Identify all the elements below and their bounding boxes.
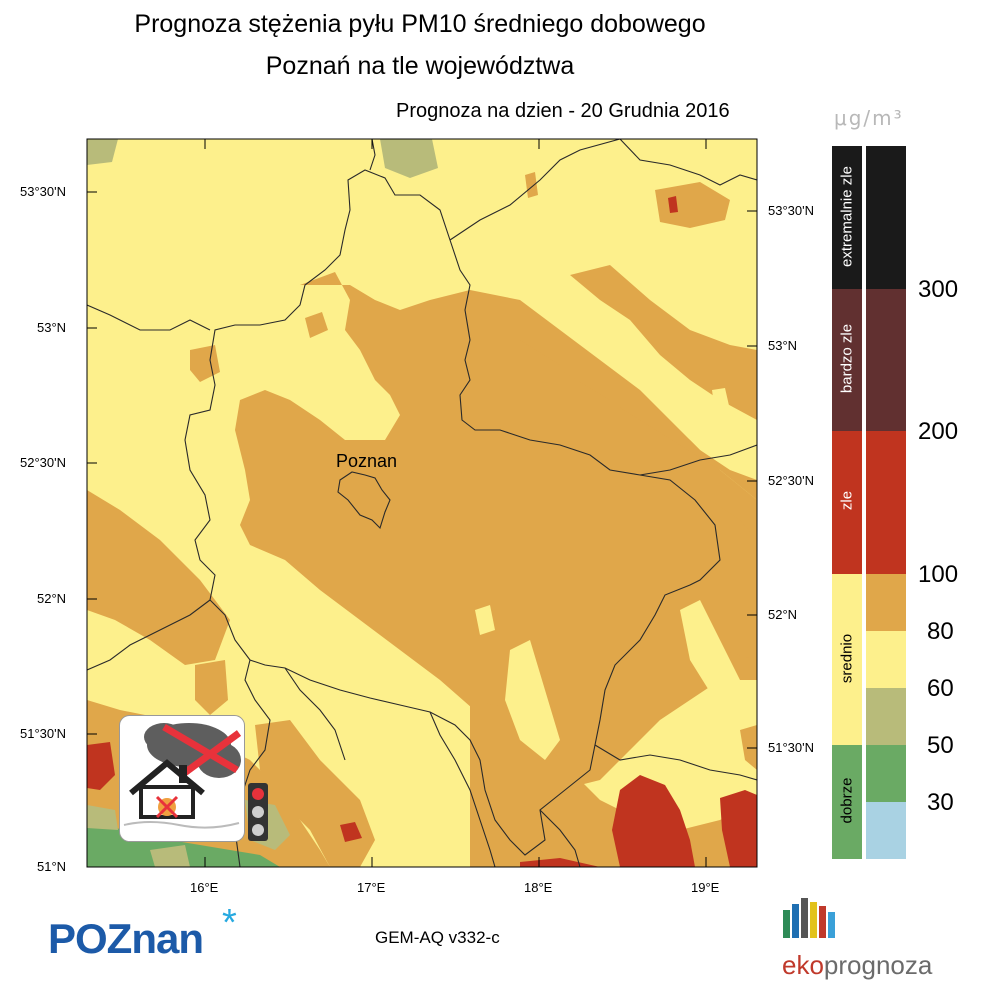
- scale-value: 80: [927, 618, 954, 645]
- logo-prognoza-text: prognoza: [823, 950, 933, 980]
- category-label: srednio: [838, 633, 856, 684]
- logo-eko-text: eko: [782, 950, 824, 980]
- lon-label: 18°E: [524, 880, 553, 895]
- scale-value: 50: [927, 732, 954, 759]
- concentration-field: [87, 139, 757, 867]
- city-label: Poznan: [336, 451, 398, 471]
- lat-label-left: 53°30'N: [20, 184, 66, 199]
- category-label: zle: [838, 490, 856, 511]
- region-borders: [87, 139, 757, 867]
- poznan-logo: POZnan: [48, 915, 204, 962]
- category-label: extremalnie zle: [838, 166, 856, 267]
- ekoprognoza-logo: ekoprognoza: [782, 950, 932, 981]
- forecast-date: Prognoza na dzien - 20 Grudnia 2016: [396, 100, 730, 122]
- unit-label: μg/m³: [834, 106, 904, 130]
- map-frame: [86, 138, 758, 868]
- category-label: bardzo zle: [838, 323, 856, 394]
- no-burning-icon: [119, 715, 245, 842]
- lat-label-left: 53°N: [37, 320, 67, 335]
- main-subtitle: Poznań na tle województwa: [265, 52, 575, 80]
- lat-label-right: 52°N: [768, 607, 798, 622]
- ekoprognoza-logo-bars: [783, 898, 835, 938]
- traffic-light-icon: [248, 783, 268, 841]
- poznan-star-icon: *: [222, 902, 237, 944]
- lat-label-right: 51°30'N: [768, 740, 814, 755]
- category-label: dobrze: [838, 777, 856, 824]
- lon-label: 17°E: [357, 880, 386, 895]
- scale-value: 300: [918, 276, 959, 303]
- lat-label-left: 52°N: [37, 591, 67, 606]
- scale-value: 30: [927, 789, 954, 816]
- lon-label: 19°E: [691, 880, 720, 895]
- lat-label-left: 51°30'N: [20, 726, 66, 741]
- lat-label-right: 53°30'N: [768, 203, 814, 218]
- lat-label-right: 53°N: [768, 338, 798, 353]
- lat-label-left: 52°30'N: [20, 455, 66, 470]
- lon-label: 16°E: [190, 880, 219, 895]
- scale-legend: [866, 146, 906, 859]
- scale-value: 100: [918, 561, 959, 588]
- model-version: GEM-AQ v332-c: [375, 928, 500, 947]
- scale-value: 200: [918, 418, 959, 445]
- main-title: Prognoza stężenia pyłu PM10 średniego do…: [134, 10, 706, 38]
- lat-label-right: 52°30'N: [768, 473, 814, 488]
- category-legend: [832, 146, 862, 859]
- scale-value: 60: [927, 675, 954, 702]
- lat-label-left: 51°N: [37, 859, 67, 874]
